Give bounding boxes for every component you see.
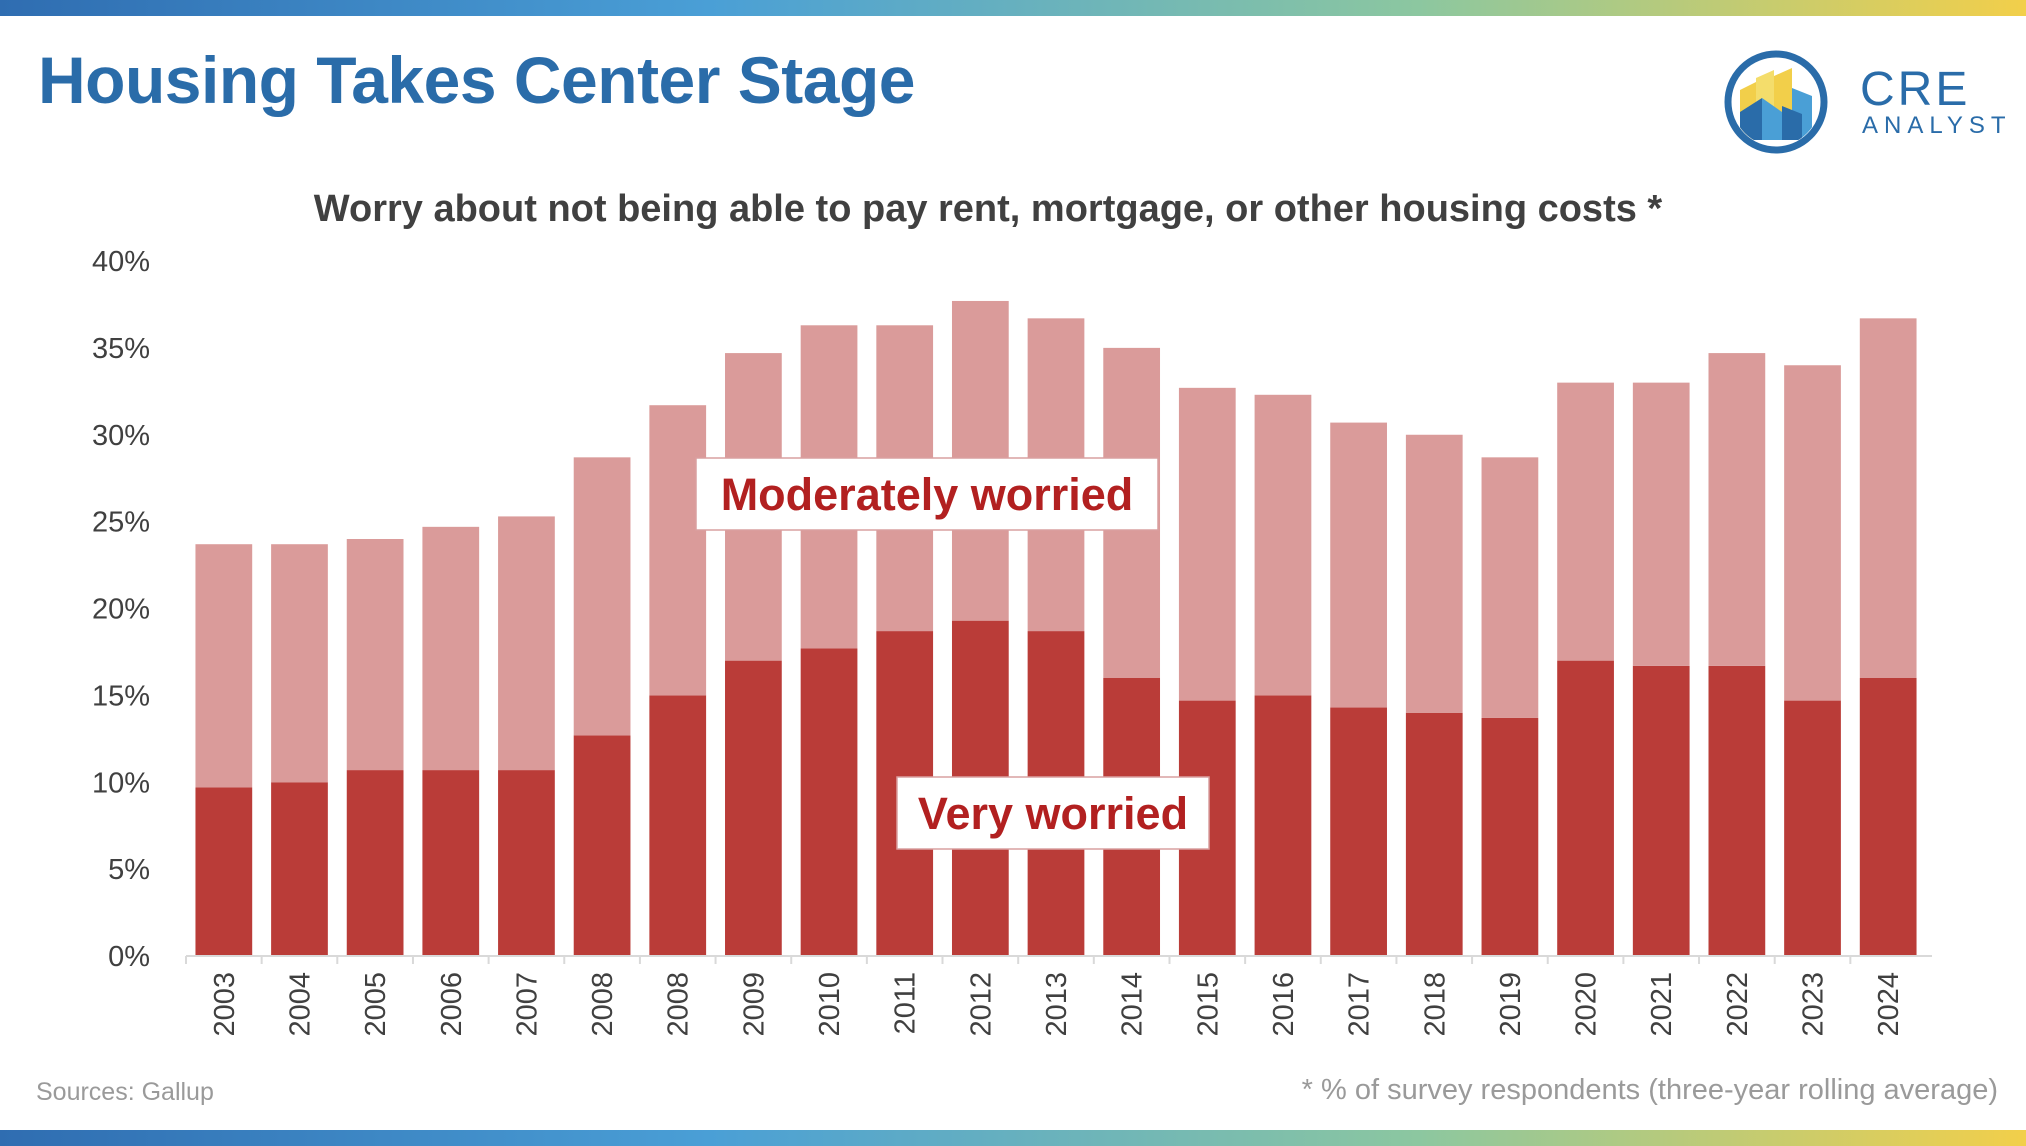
- bar-very-worried: [1405, 712, 1463, 956]
- x-tick-label: 2008: [663, 972, 695, 1037]
- bar-moderately-worried: [1557, 382, 1614, 661]
- bar-moderately-worried: [1178, 387, 1236, 701]
- bar-very-worried: [1859, 678, 1917, 956]
- top-gradient-band: [0, 0, 2026, 16]
- bar-very-worried: [1557, 660, 1614, 957]
- y-axis: 0% 5% 10% 15% 20% 25% 30% 35% 40%: [92, 246, 150, 973]
- moderately-worried-label: Moderately worried: [721, 469, 1134, 520]
- footnote: * % of survey respondents (three-year ro…: [1301, 1074, 1998, 1106]
- x-axis: 2003 2004 2005 2006 2007 2008 2008 2009 2010 2011…: [185, 956, 1905, 1037]
- x-tick-label: 2020: [1571, 972, 1603, 1037]
- x-tick-label: 2006: [436, 972, 468, 1037]
- logo-wordmark: CRE: [1860, 63, 1971, 116]
- x-tick-label: 2010: [814, 972, 846, 1037]
- bottom-gradient-band: [0, 1130, 2026, 1146]
- y-tick-label: 15%: [92, 680, 150, 712]
- bar-very-worried: [1254, 695, 1312, 957]
- x-tick-label: 2005: [360, 972, 392, 1037]
- y-tick-label: 5%: [108, 854, 150, 886]
- x-tick-label: 2016: [1268, 972, 1300, 1037]
- x-tick-label: 2018: [1419, 972, 1451, 1037]
- bar-moderately-worried: [1254, 394, 1312, 696]
- bar-very-worried: [271, 782, 328, 956]
- cre-analyst-logo: [1724, 50, 1828, 154]
- x-tick-label: 2008: [587, 972, 619, 1037]
- bar-moderately-worried: [1708, 353, 1766, 666]
- bar-very-worried: [573, 735, 631, 956]
- x-tick-label: 2014: [1117, 972, 1149, 1037]
- bar-very-worried: [1632, 665, 1690, 956]
- bar-moderately-worried: [271, 544, 328, 783]
- very-worried-label-box: [896, 776, 1210, 850]
- bar-very-worried: [422, 770, 480, 956]
- bar-moderately-worried: [1632, 382, 1690, 666]
- bar-very-worried: [346, 770, 404, 956]
- y-tick-label: 40%: [92, 246, 150, 278]
- bar-moderately-worried: [422, 526, 480, 771]
- y-tick-label: 0%: [108, 941, 150, 973]
- bar-moderately-worried: [649, 405, 707, 696]
- bar-very-worried: [1708, 665, 1766, 956]
- y-tick-label: 30%: [92, 420, 150, 452]
- x-tick-label: 2009: [738, 972, 770, 1037]
- bar-moderately-worried: [573, 457, 631, 736]
- y-tick-label: 35%: [92, 333, 150, 365]
- bar-very-worried: [195, 787, 253, 956]
- x-tick-label: 2011: [890, 972, 922, 1034]
- bar-very-worried: [725, 660, 782, 957]
- y-tick-label: 10%: [92, 767, 150, 799]
- logo-subtitle: ANALYST: [1862, 112, 2012, 139]
- logo-mark-icon: [1724, 50, 1828, 154]
- x-tick-label: 2013: [1041, 972, 1073, 1037]
- x-tick-label: 2007: [511, 972, 543, 1037]
- x-tick-label: 2022: [1722, 972, 1754, 1037]
- bar-very-worried: [1330, 707, 1387, 956]
- bar-moderately-worried: [1859, 318, 1917, 678]
- x-tick-label: 2017: [1344, 972, 1376, 1037]
- source-note: Sources: Gallup: [36, 1078, 214, 1106]
- x-tick-label: 2019: [1495, 972, 1527, 1037]
- y-tick-label: 20%: [92, 594, 150, 626]
- bar-very-worried: [498, 770, 555, 956]
- very-worried-label: Very worried: [918, 788, 1188, 839]
- bar-moderately-worried: [195, 544, 253, 788]
- x-tick-label: 2003: [209, 972, 241, 1037]
- x-tick-label: 2012: [965, 972, 997, 1037]
- bar-very-worried: [1784, 700, 1841, 956]
- x-tick-label: 2015: [1192, 972, 1224, 1037]
- moderately-worried-label-box: [695, 457, 1159, 531]
- bars-group: [195, 300, 1917, 957]
- bar-moderately-worried: [346, 539, 404, 771]
- slide-title: Housing Takes Center Stage: [38, 43, 916, 117]
- bar-very-worried: [1481, 717, 1539, 956]
- bar-moderately-worried: [1405, 434, 1463, 713]
- bar-very-worried: [649, 695, 707, 957]
- y-tick-label: 25%: [92, 507, 150, 539]
- bar-very-worried: [800, 648, 858, 956]
- bar-moderately-worried: [498, 516, 555, 771]
- bar-moderately-worried: [1784, 365, 1841, 701]
- x-tick-label: 2024: [1873, 972, 1905, 1037]
- x-tick-label: 2023: [1798, 972, 1830, 1037]
- x-tick-label: 2021: [1646, 972, 1678, 1037]
- series-labels: Moderately worried Very worried: [695, 457, 1210, 850]
- bar-moderately-worried: [1481, 457, 1539, 718]
- x-tick-label: 2004: [284, 972, 316, 1037]
- chart-title: Worry about not being able to pay rent, …: [314, 188, 1663, 230]
- bar-moderately-worried: [1330, 422, 1387, 708]
